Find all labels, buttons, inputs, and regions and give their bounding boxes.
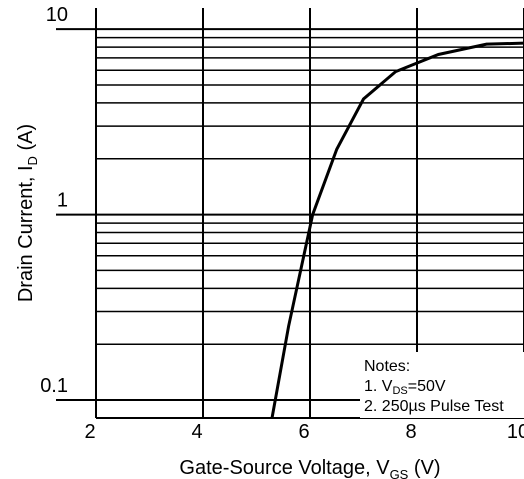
notes-line: 1. VDS=50V [364, 378, 446, 397]
y-axis-label: Drain Current, ID (A) [15, 124, 40, 302]
notes-text: =50V [408, 378, 446, 395]
notes-sub: DS [392, 385, 407, 397]
x-tick-label: 8 [405, 421, 416, 443]
label-sub: D [25, 156, 40, 165]
label-text: Gate-Source Voltage, V [179, 457, 390, 479]
notes-title: Notes: [364, 358, 410, 375]
label-text: (V) [408, 457, 440, 479]
x-axis-label: Gate-Source Voltage, VGS (V) [179, 457, 440, 479]
data-line [270, 41, 524, 419]
x-tick-label: 4 [191, 421, 202, 443]
y-tick-label: 1 [57, 190, 68, 212]
notes-box [360, 352, 524, 418]
notes-text: 1. V [364, 378, 393, 395]
label-sub: GS [390, 467, 409, 479]
x-tick-label: 6 [298, 421, 309, 443]
label-text: (A) [15, 124, 37, 156]
notes-line: 2. 250µs Pulse Test [364, 398, 504, 415]
y-tick-label: 0.1 [40, 375, 68, 397]
label-text: Drain Current, I [15, 165, 37, 302]
y-tick-label: 10 [46, 4, 68, 26]
x-tick-label: 2 [84, 421, 95, 443]
x-tick-label: 10 [507, 421, 524, 443]
